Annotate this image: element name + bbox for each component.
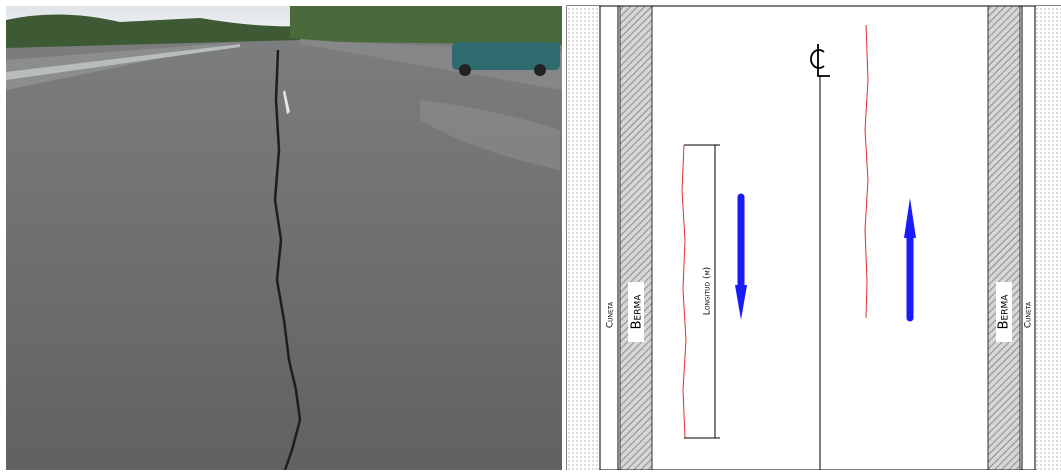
road-plan: Cuneta Berma Longitud (m) Berma Cuneta [567,6,1061,470]
berm-label: Berma [997,294,1012,330]
ditch-label: Cuneta [606,301,616,328]
road-photo [6,6,562,470]
ditch-label: Cuneta [1024,301,1034,328]
page: Cuneta Berma Longitud (m) Berma Cuneta (… [0,0,1061,470]
dimension-label: Longitud (m) [703,267,713,315]
berm-label: Berma [630,294,645,330]
figure: Cuneta Berma Longitud (m) Berma Cuneta [0,0,1061,470]
